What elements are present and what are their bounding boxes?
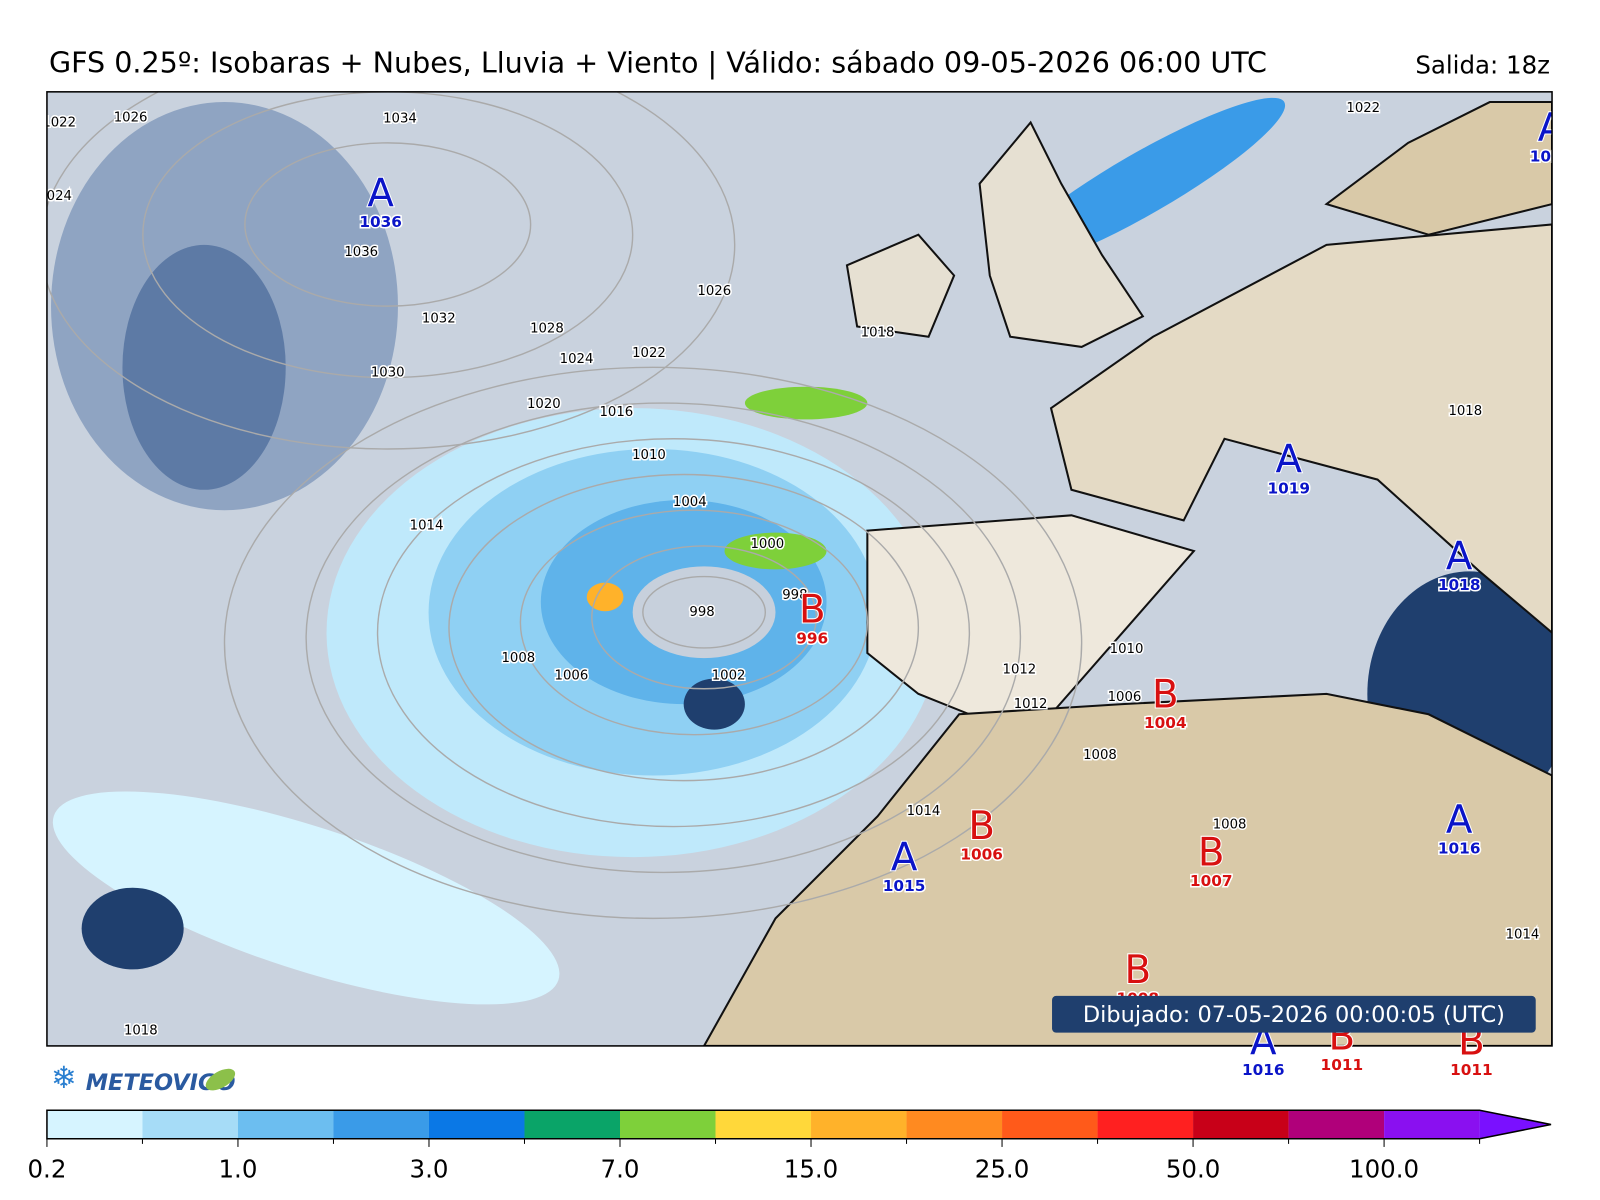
run-label: Salida: 18z [1415, 50, 1550, 79]
colorbar-tick-label: 7.0 [601, 1154, 640, 1183]
isobar-label: 1012 [1003, 662, 1037, 677]
center-value: 1018 [1438, 576, 1481, 594]
isobar-label: 1028 [530, 322, 564, 337]
center-value: 1011 [1321, 1056, 1364, 1074]
center-value: 1019 [1267, 479, 1310, 497]
colorbar-frame [46, 1109, 1552, 1140]
colorbar-tick-label: 25.0 [975, 1154, 1029, 1183]
isobar-label: 1014 [410, 519, 444, 534]
center-letter: B [968, 804, 995, 849]
center-letter: A [1276, 438, 1303, 483]
colorbar-segment [142, 1110, 238, 1139]
center-value: 1015 [883, 877, 926, 895]
center-value: 1036 [359, 213, 402, 231]
center-letter: B [799, 588, 826, 633]
colorbar-segment [524, 1110, 620, 1139]
isobar-label: 1020 [527, 397, 561, 412]
isobar-label: 1018 [861, 326, 895, 341]
center-value: 1016 [1438, 839, 1481, 857]
colorbar-segment [237, 1110, 334, 1139]
logo-icon: ❄ [51, 1061, 77, 1096]
isobar-label: 1008 [1213, 817, 1247, 832]
center-value: 1011 [1450, 1061, 1493, 1079]
isobar-label: 1036 [344, 245, 378, 260]
isobar-label: 998 [689, 605, 714, 620]
colorbar-segment [1384, 1110, 1480, 1139]
colorbar-segment [428, 1110, 525, 1139]
isobar-label: 1032 [422, 311, 456, 326]
colorbar-tick-label: 100.0 [1349, 1154, 1419, 1183]
isobar-labels: 1034 1026 1022 1024 1036 1032 1030 1028 1024 1022… [38, 100, 1541, 1041]
isobar-label: 1010 [632, 448, 666, 463]
colorbar-segment [620, 1110, 716, 1139]
isobar-label: 1022 [1346, 101, 1380, 116]
colorbar-segment [333, 1110, 429, 1139]
colorbar-tick-label: 50.0 [1166, 1154, 1220, 1183]
center-letter: A [367, 171, 394, 216]
colorbar-segment [811, 1110, 907, 1139]
isobar-label: 1018 [1448, 404, 1482, 419]
isobar-label: 1014 [907, 804, 941, 819]
isobar-label: 1024 [38, 189, 72, 204]
pressure-centers: A1036A1026A1019A1018B996B1004B1006A1015B… [358, 105, 1573, 1009]
isobar-label: 1006 [1108, 690, 1142, 705]
isobars [46, 91, 1083, 920]
isobar-label: 1010 [1110, 642, 1144, 657]
map: 1034 1026 1022 1024 1036 1032 1030 1028 1024 1022… [38, 91, 1573, 1046]
center-letter: B [1152, 672, 1179, 717]
isobar-label: 1008 [1083, 748, 1117, 763]
center-letter: A [1446, 798, 1473, 843]
center-letter: A [1446, 535, 1473, 580]
center-value: 1026 [1530, 148, 1573, 166]
isobar-label: 1026 [697, 284, 731, 299]
colorbar-segment [1002, 1110, 1098, 1139]
colorbar-tick-label: 15.0 [784, 1154, 838, 1183]
center-value: 1016 [1242, 1061, 1285, 1079]
center-value: 1007 [1190, 872, 1233, 890]
colorbar-segment [46, 1110, 143, 1139]
center-value: 1006 [960, 846, 1003, 864]
isobar-label: 1012 [1014, 697, 1048, 712]
isobar-label: 1016 [599, 405, 633, 420]
center-letter: B [1198, 831, 1225, 876]
map-frame [46, 91, 1553, 1047]
isobar-label: 1002 [712, 669, 746, 684]
colorbar-tick-label: 1.0 [218, 1154, 257, 1183]
drawn-box [1052, 995, 1536, 1033]
center-letter: B [1124, 948, 1151, 993]
logo-leaf [205, 1068, 236, 1091]
isobar-label: 1000 [750, 537, 784, 552]
isobar-label: 1024 [560, 352, 594, 367]
center-letter: A [891, 836, 918, 881]
isobar-label: 1004 [673, 495, 707, 510]
isobar-label: 1026 [114, 110, 148, 125]
isobar-label: 1008 [502, 651, 536, 666]
colorbar: 0.2 1.0 3.0 7.0 15.0 25.0 50.0 100.0 [27, 1109, 1552, 1183]
land [702, 101, 1553, 1046]
title: GFS 0.25º: Isobaras + Nubes, Lluvia + Vi… [49, 45, 1267, 79]
colorbar-segment [1193, 1110, 1289, 1139]
isobar-label: 1034 [383, 111, 417, 126]
center-value: 1004 [1144, 714, 1187, 732]
colorbar-segment [1097, 1110, 1194, 1139]
isobar-label: 1022 [632, 346, 666, 361]
isobar-label: 1030 [371, 365, 405, 380]
isobar-label: 1014 [1506, 928, 1540, 943]
isobar-label: 998 [782, 588, 807, 603]
center-value: 996 [796, 629, 828, 647]
clouds [51, 97, 1553, 1005]
colorbar-segment [906, 1110, 1003, 1139]
isobar-label: 1022 [42, 115, 76, 130]
colorbar-extension [1479, 1110, 1552, 1139]
isobar-label: 1006 [555, 669, 589, 684]
center-letter: A [1538, 106, 1565, 151]
colorbar-segment [715, 1110, 812, 1139]
colorbar-tick-label: 3.0 [410, 1154, 449, 1183]
colorbar-segment [1288, 1110, 1385, 1139]
colorbar-tick-label: 0.2 [27, 1154, 66, 1183]
isobar-label: 1018 [124, 1024, 158, 1039]
drawn-label: Dibujado: 07-05-2026 00:00:05 (UTC) [1083, 1002, 1505, 1028]
